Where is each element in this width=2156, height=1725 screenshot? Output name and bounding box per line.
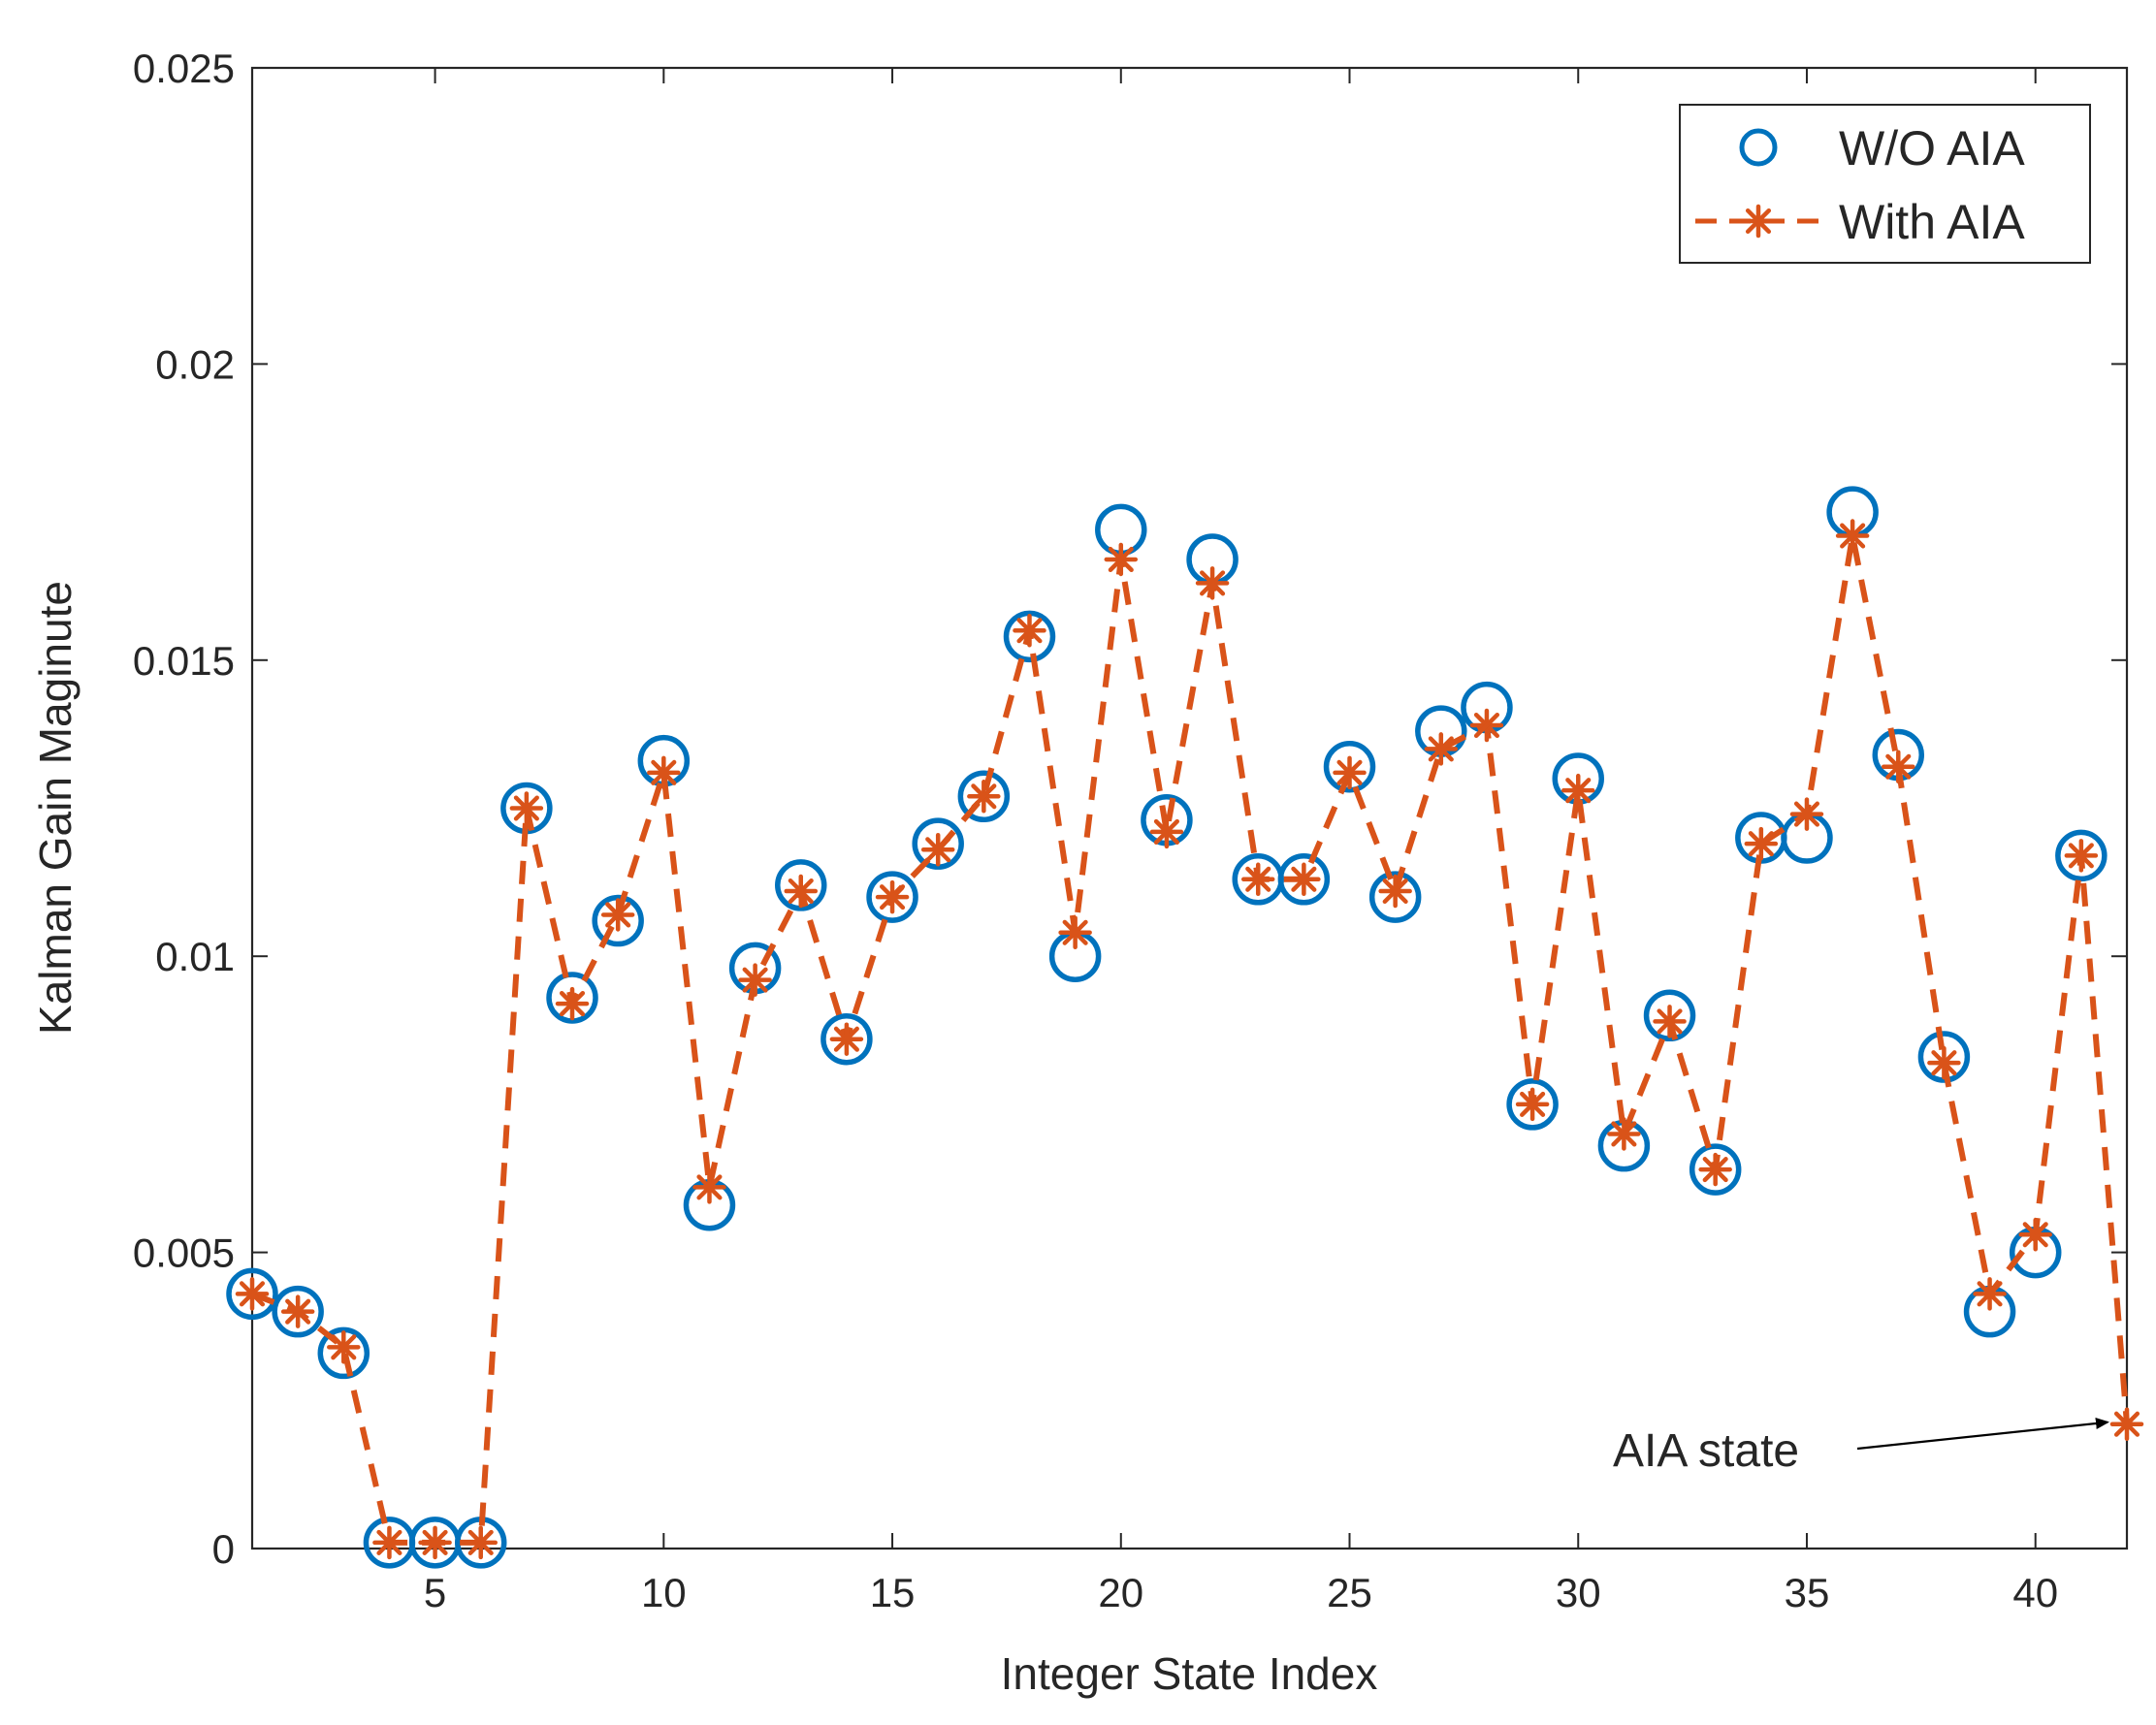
y-tick-label: 0.01 [155, 934, 235, 979]
data-point-with-aia [1835, 519, 1870, 553]
data-point-wo-aia [866, 871, 918, 923]
data-point-with-aia [1744, 826, 1779, 861]
data-point-with-aia [1607, 1117, 1641, 1151]
x-tick-label: 20 [1098, 1570, 1143, 1615]
x-tick-label: 10 [641, 1570, 687, 1615]
data-point-wo-aia [317, 1326, 370, 1380]
data-point-wo-aia [1506, 1078, 1559, 1131]
x-tick-label: 25 [1327, 1570, 1372, 1615]
data-point-with-aia [1013, 614, 1046, 648]
data-point-with-aia [967, 780, 1001, 814]
y-tick-label: 0.02 [155, 341, 235, 387]
y-tick-label: 0.025 [133, 46, 235, 91]
data-point-with-aia [1973, 1277, 2007, 1311]
x-tick-label: 35 [1785, 1570, 1830, 1615]
data-point-with-aia [372, 1525, 406, 1560]
data-point-with-aia [1333, 755, 1367, 790]
data-point-with-aia [2109, 1407, 2144, 1441]
data-point-with-aia [2064, 839, 2099, 873]
x-axis: 5 10 15 20 25 30 35 40 [424, 68, 2058, 1615]
data-point-with-aia [647, 755, 681, 790]
data-point-with-aia [692, 1170, 726, 1204]
data-point-with-aia [327, 1330, 361, 1364]
data-point-with-aia [2018, 1218, 2052, 1252]
legend-label-with-aia: With AIA [1839, 195, 2025, 249]
data-point-wo-aia [1323, 740, 1376, 793]
annotation: AIA state [1613, 1418, 2109, 1477]
data-point-with-aia [1287, 862, 1321, 897]
legend-marker-wo-aia [1739, 128, 1778, 167]
data-point-with-aia [1104, 542, 1139, 577]
data-point-with-aia [1561, 773, 1595, 808]
legend: W/O AIA With AIA [1679, 104, 2091, 264]
data-point-with-aia [1058, 915, 1092, 950]
x-tick-label: 15 [870, 1570, 916, 1615]
data-point-wo-aia [1643, 989, 1696, 1042]
data-point-with-aia [1882, 750, 1915, 783]
y-tick-label: 0 [212, 1526, 235, 1572]
data-point-with-aia [784, 874, 819, 909]
data-point-with-aia [280, 1294, 315, 1328]
y-axis: 0 0.005 0.01 0.015 0.02 0.025 [133, 46, 2127, 1572]
legend-label-wo-aia: W/O AIA [1839, 121, 2025, 176]
series-layer [226, 486, 2144, 1569]
data-point-with-aia [1378, 874, 1412, 909]
data-point-with-aia [1927, 1045, 1961, 1080]
x-tick-label: 30 [1556, 1570, 1601, 1615]
data-point-wo-aia [775, 859, 827, 911]
data-point-wo-aia [957, 770, 1011, 823]
x-tick-label: 5 [424, 1570, 446, 1615]
data-point-wo-aia [821, 1012, 873, 1066]
data-point-with-aia [875, 879, 910, 914]
data-point-with-aia [1653, 1005, 1687, 1038]
data-point-wo-aia [592, 894, 644, 947]
data-point-with-aia [555, 986, 590, 1021]
data-point-with-aia [1698, 1152, 1732, 1187]
x-tick-label: 40 [2012, 1570, 2058, 1615]
legend-asterisk [1741, 204, 1776, 239]
data-point-with-aia [1195, 566, 1230, 600]
data-point-wo-aia [1368, 871, 1422, 923]
data-point-with-aia [235, 1277, 270, 1311]
x-axis-title: Integer State Index [1001, 1648, 1378, 1699]
data-point-with-aia [418, 1525, 452, 1560]
legend-marker-with-aia [1741, 204, 1776, 239]
series-with-aia [235, 519, 2144, 1560]
data-point-with-aia [1149, 815, 1184, 849]
data-point-with-aia [1240, 862, 1275, 897]
data-point-with-aia [509, 791, 544, 825]
data-point-wo-aia [1003, 610, 1056, 663]
data-point-with-aia [464, 1525, 498, 1560]
data-point-with-aia [600, 898, 635, 932]
data-point-with-aia [1424, 732, 1459, 766]
series-line-with-aia [250, 534, 2130, 1546]
data-point-wo-aia [2055, 829, 2108, 882]
data-point-with-aia [738, 963, 772, 997]
data-point-wo-aia [912, 817, 964, 870]
data-point-with-aia [920, 833, 955, 867]
data-point-with-aia [1789, 797, 1824, 831]
y-axis-title: Kalman Gain Maginute [30, 581, 80, 1035]
data-point-with-aia [1515, 1087, 1550, 1122]
legend-box [1679, 104, 2091, 264]
annotation-label: AIA state [1613, 1425, 1799, 1477]
data-point-with-aia [829, 1022, 864, 1056]
data-point-wo-aia [272, 1285, 324, 1338]
data-point-wo-aia [546, 972, 598, 1024]
data-point-wo-aia [1277, 853, 1331, 906]
y-tick-label: 0.015 [133, 638, 235, 684]
annotation-arrow [1856, 1418, 2109, 1451]
data-point-with-aia [1469, 708, 1504, 743]
y-tick-label: 0.005 [133, 1230, 235, 1276]
data-point-wo-aia [226, 1267, 278, 1321]
data-point-wo-aia [1689, 1143, 1742, 1196]
data-point-wo-aia [1917, 1031, 1971, 1083]
